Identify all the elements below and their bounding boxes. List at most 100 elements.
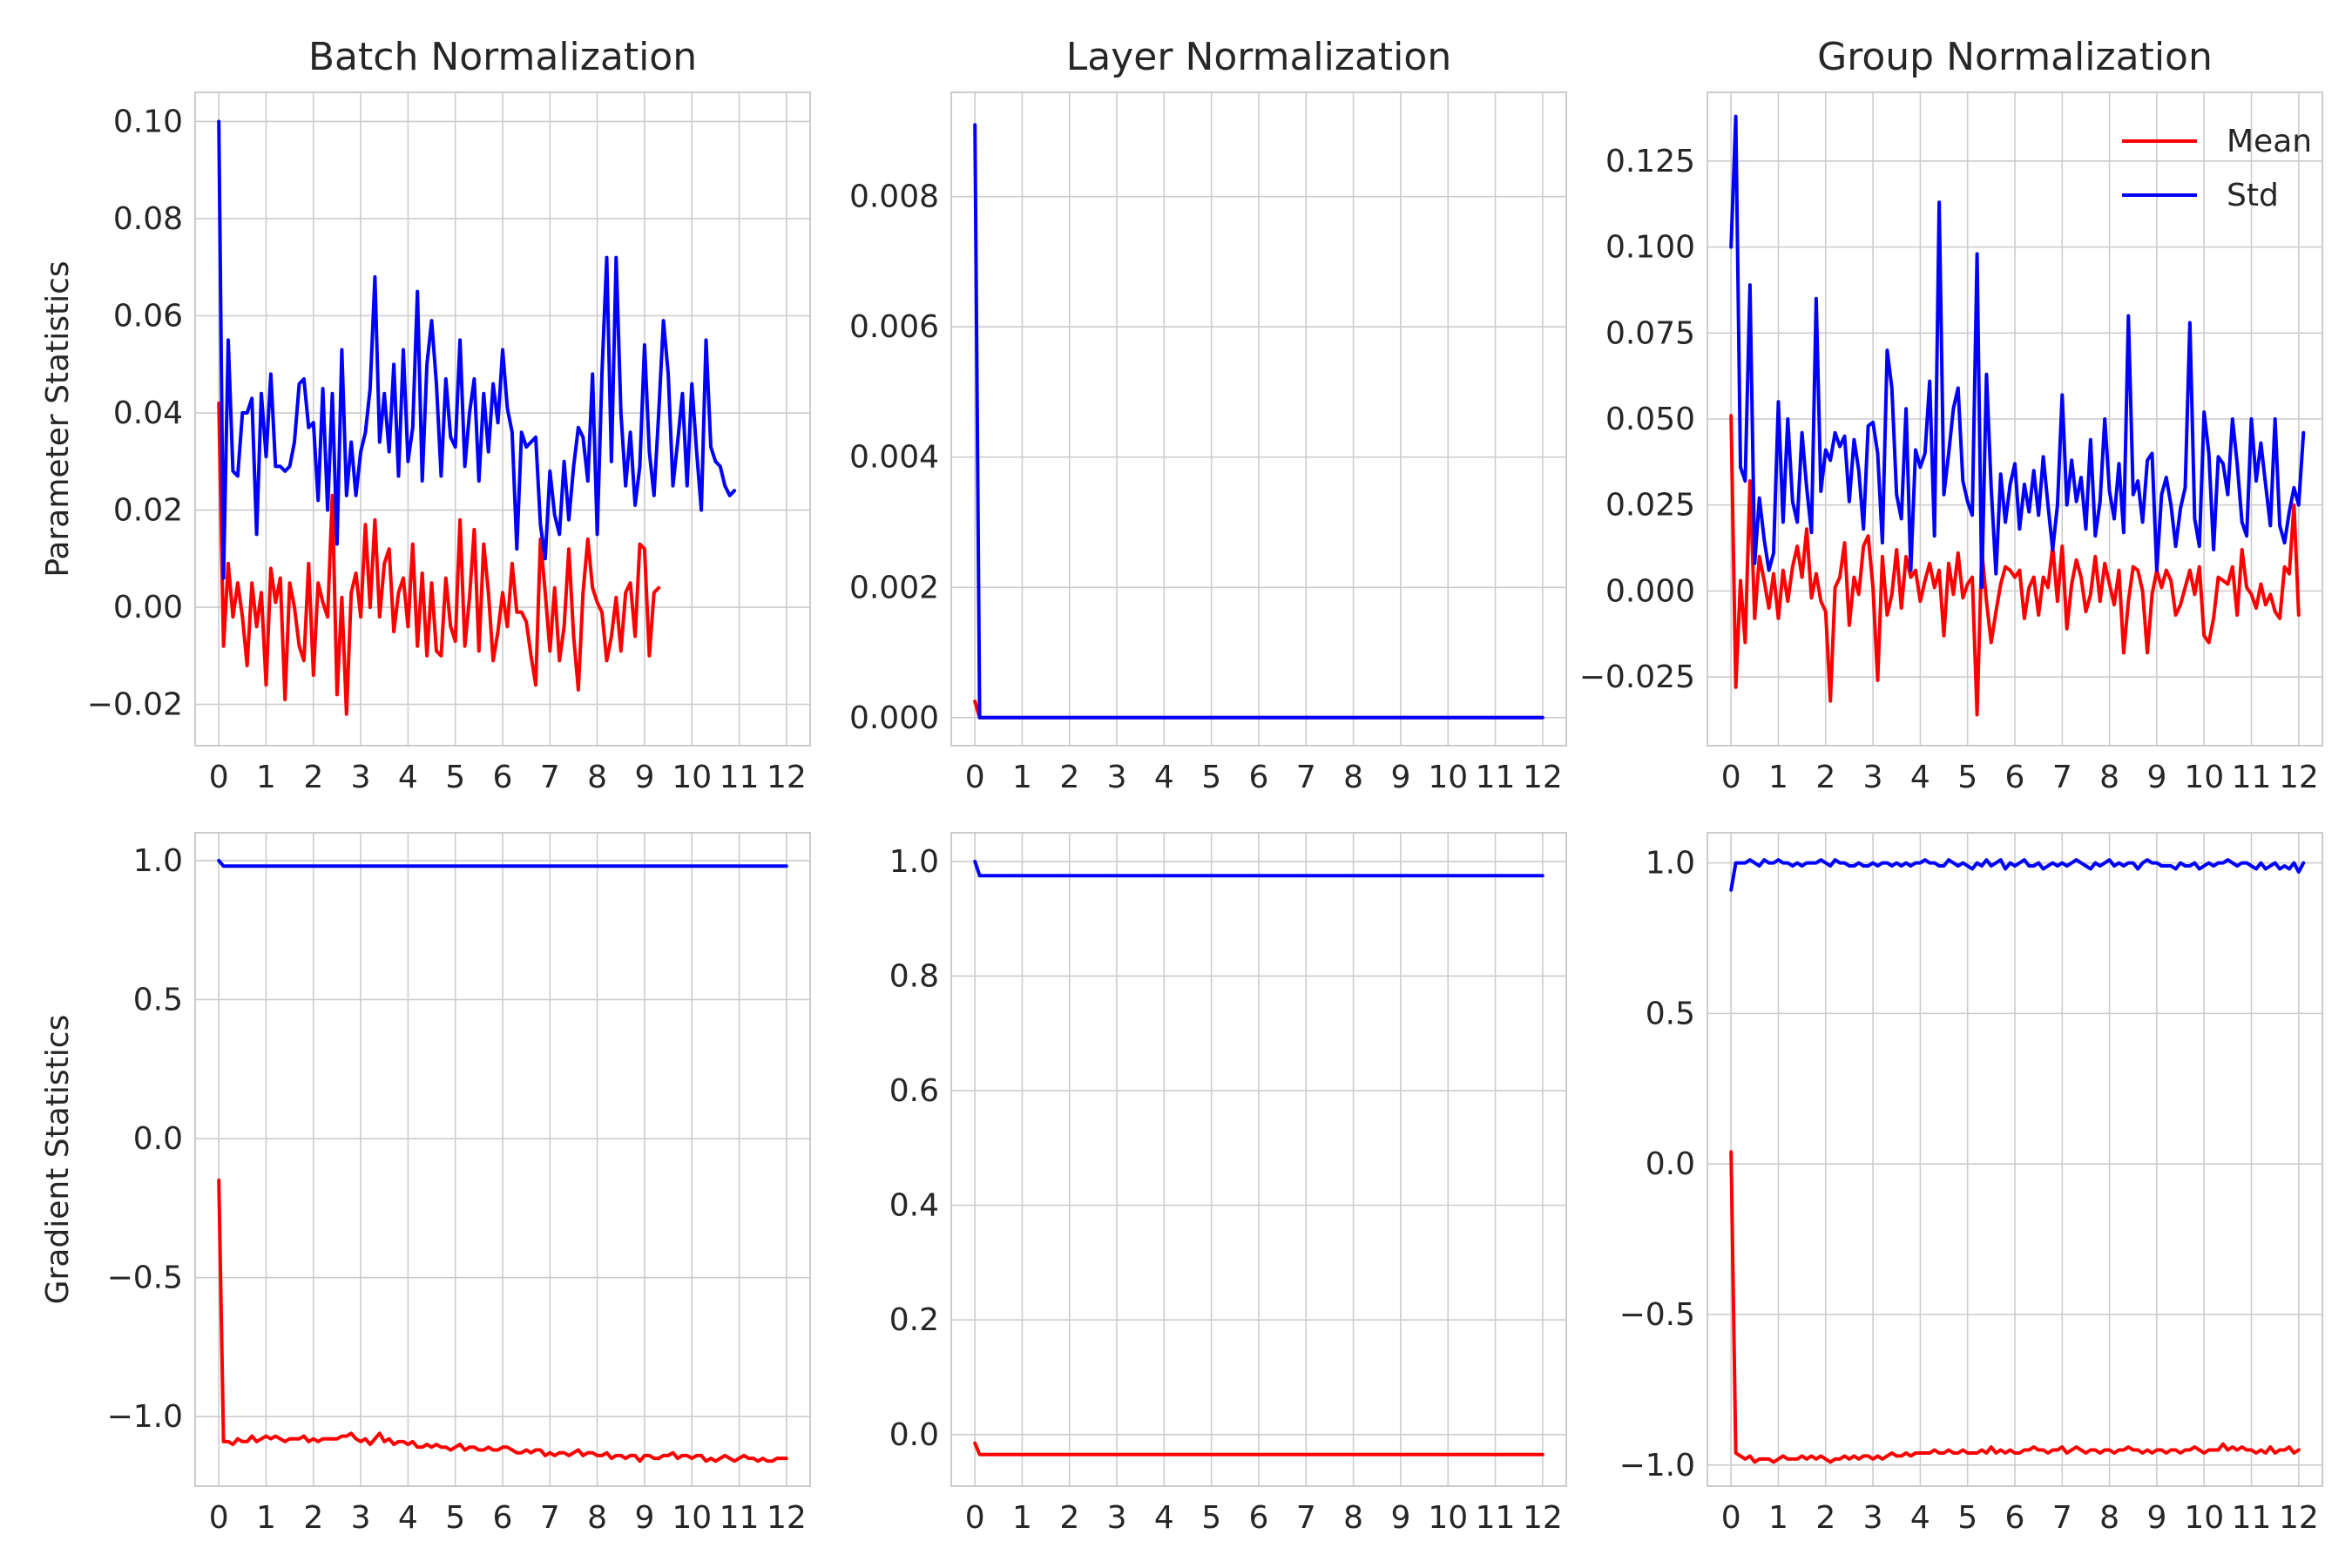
y-tick-label: 0.5 [1646, 996, 1695, 1031]
x-tick-label: 11 [1476, 1500, 1516, 1536]
y-tick-label: 0.025 [1605, 488, 1695, 524]
y-tick-label: 0.10 [113, 104, 183, 139]
x-tick-label: 1 [1768, 1500, 1788, 1536]
series-line-std [973, 859, 1544, 878]
y-tick-label: 1.0 [889, 844, 939, 880]
x-tick-label: 7 [1296, 1500, 1316, 1536]
series-line-std [217, 119, 737, 580]
y-tick-label: 0.008 [849, 179, 939, 215]
x-tick-label: 6 [1249, 760, 1269, 795]
x-tick-label: 2 [303, 760, 323, 795]
subplot-title: Batch Normalization [308, 35, 697, 79]
y-tick-label: 0.004 [849, 440, 939, 476]
x-tick-label: 7 [2052, 760, 2072, 795]
x-tick-label: 5 [1957, 1500, 1977, 1536]
x-tick-label: 2 [1815, 1500, 1835, 1536]
x-tick-label: 4 [1910, 1500, 1930, 1536]
y-tick-label: 0.006 [849, 309, 939, 345]
y-tick-label: 0.00 [113, 590, 183, 625]
y-tick-label: −1.0 [107, 1399, 183, 1435]
series-line-std [973, 123, 1544, 720]
x-tick-label: 5 [445, 760, 465, 795]
axes-frame [1707, 91, 2323, 747]
subplot-5: 0 1 2 3 4 5 6 7 8 9 10 11 120.00.20.40.60.81.0 [889, 832, 1567, 1536]
y-tick-label: 0.2 [889, 1302, 939, 1338]
x-tick-label: 1 [1768, 760, 1788, 795]
y-tick-label: 0.4 [889, 1188, 939, 1224]
x-tick-label: 9 [634, 760, 654, 795]
y-tick-label: 0.06 [113, 299, 183, 335]
series-line-mean [217, 1178, 788, 1463]
x-tick-label: 0 [209, 760, 229, 795]
x-tick-label: 2 [1059, 1500, 1079, 1536]
legend: Mean Std [2122, 124, 2312, 213]
x-tick-label: 0 [1721, 1500, 1741, 1536]
series-line-mean [973, 1441, 1544, 1456]
subplot-3: 0 1 2 3 4 5 6 7 8 9 10 11 12−0.0250.0000.0250.0500.0… [1579, 35, 2323, 795]
subplot-title: Layer Normalization [1066, 35, 1451, 79]
x-tick-label: 3 [351, 1500, 371, 1536]
x-tick-label: 0 [1721, 760, 1741, 795]
x-tick-label: 10 [2184, 760, 2224, 795]
series-line-std [1729, 114, 2306, 590]
y-tick-label: 0.125 [1605, 144, 1695, 179]
axes-frame [194, 91, 811, 747]
x-tick-label: 12 [767, 760, 807, 795]
x-tick-label: 6 [2005, 1500, 2025, 1536]
axes-frame [950, 832, 1567, 1487]
x-tick-label: 8 [1343, 1500, 1363, 1536]
x-tick-label: 5 [445, 1500, 465, 1536]
y-tick-label: 0.000 [1605, 573, 1695, 609]
x-tick-label: 5 [1201, 760, 1221, 795]
x-tick-label: 7 [540, 1500, 560, 1536]
x-tick-label: 5 [1957, 760, 1977, 795]
y-tick-label: 1.0 [133, 843, 183, 879]
legend-label-mean: Mean [2227, 124, 2312, 159]
x-tick-label: 11 [720, 1500, 760, 1536]
x-tick-label: 12 [1523, 1500, 1563, 1536]
axes-frame [194, 832, 811, 1487]
x-tick-label: 11 [1476, 760, 1516, 795]
x-tick-label: 4 [398, 1500, 418, 1536]
y-tick-label: 0.0 [889, 1417, 939, 1453]
x-tick-label: 8 [1343, 760, 1363, 795]
x-tick-label: 1 [256, 760, 276, 795]
y-axis-label: Parameter Statistics [40, 260, 76, 577]
x-tick-label: 10 [672, 760, 712, 795]
x-tick-label: 2 [1815, 760, 1835, 795]
x-tick-label: 0 [965, 1500, 985, 1536]
x-tick-label: 1 [1012, 1500, 1032, 1536]
series-line-std [1729, 858, 2306, 892]
x-tick-label: 3 [1107, 760, 1127, 795]
x-tick-label: 12 [2279, 1500, 2319, 1536]
x-tick-label: 3 [1863, 1500, 1883, 1536]
y-tick-label: 0.02 [113, 493, 183, 529]
y-tick-label: 0.050 [1605, 402, 1695, 437]
x-tick-label: 2 [1059, 760, 1079, 795]
x-tick-label: 8 [587, 760, 607, 795]
axes-frame [1707, 832, 2323, 1487]
x-tick-label: 0 [965, 760, 985, 795]
y-tick-label: 0.0 [133, 1121, 183, 1157]
x-tick-label: 7 [1296, 760, 1316, 795]
x-tick-label: 9 [2146, 760, 2166, 795]
series-line-mean [1729, 414, 2301, 717]
x-tick-label: 10 [2184, 1500, 2224, 1536]
y-tick-label: −0.025 [1579, 659, 1695, 695]
subplot-6: 0 1 2 3 4 5 6 7 8 9 10 11 12−1.0−0.50.00.51.0 [1619, 832, 2323, 1536]
x-tick-label: 4 [398, 760, 418, 795]
x-tick-label: 6 [1249, 1500, 1269, 1536]
x-tick-label: 4 [1154, 1500, 1174, 1536]
x-tick-label: 4 [1154, 760, 1174, 795]
x-tick-label: 8 [587, 1500, 607, 1536]
x-tick-label: 11 [2232, 760, 2272, 795]
y-tick-label: 0.002 [849, 570, 939, 605]
subplot-title: Group Normalization [1817, 35, 2213, 79]
x-tick-label: 12 [1523, 760, 1563, 795]
series-line-mean [1729, 1150, 2301, 1464]
x-tick-label: 7 [540, 760, 560, 795]
y-tick-label: 0.6 [889, 1073, 939, 1109]
x-tick-label: 5 [1201, 1500, 1221, 1536]
y-tick-label: 0.8 [889, 958, 939, 994]
